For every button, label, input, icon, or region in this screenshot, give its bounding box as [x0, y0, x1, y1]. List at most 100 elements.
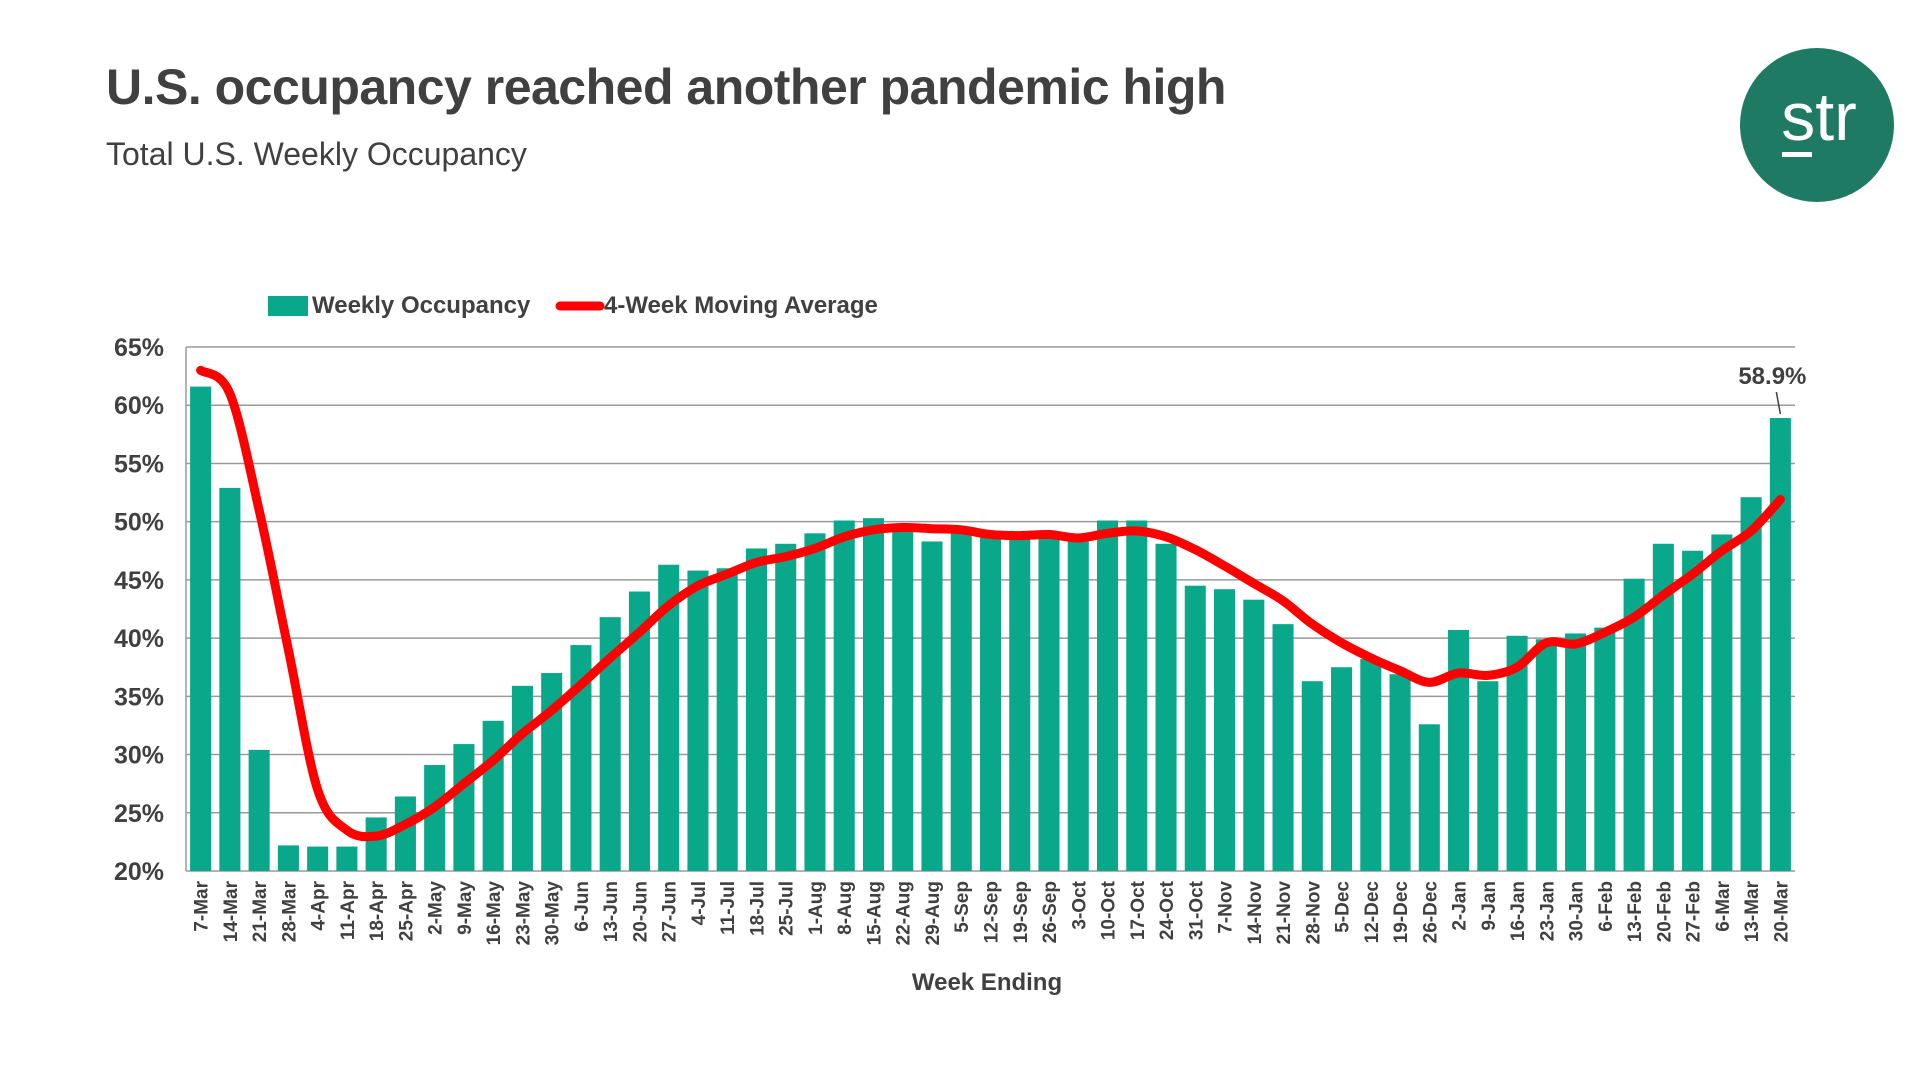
bar	[190, 386, 212, 871]
bar	[599, 617, 621, 871]
svg-text:str: str	[1781, 79, 1857, 155]
x-tick-label: 6-Feb	[1596, 881, 1617, 932]
bar	[453, 744, 475, 871]
x-tick-label: 23-Jan	[1537, 881, 1558, 941]
chart-legend: Weekly Occupancy 4-Week Moving Average	[268, 292, 878, 319]
annotations: 58.9%	[1738, 363, 1806, 415]
x-tick-label: 16-Jan	[1508, 881, 1529, 941]
x-tick-label: 9-May	[455, 881, 476, 935]
bar	[1360, 659, 1382, 871]
bar	[1067, 539, 1089, 871]
x-tick-label: 18-Apr	[367, 880, 388, 941]
bar	[1740, 497, 1762, 871]
x-tick-label: 25-Jul	[777, 881, 798, 936]
x-tick-label: 13-Jun	[601, 881, 622, 942]
legend-label-average: 4-Week Moving Average	[604, 292, 878, 319]
bar	[892, 527, 914, 871]
x-tick-label: 2-May	[426, 881, 447, 935]
x-tick-label: 6-Mar	[1713, 880, 1734, 931]
x-tick-label: 21-Nov	[1274, 881, 1295, 945]
x-tick-label: 16-May	[484, 881, 505, 946]
bar	[482, 720, 504, 871]
x-tick-label: 7-Nov	[1216, 881, 1237, 934]
x-tick-label: 3-Oct	[1069, 880, 1090, 929]
bar	[1126, 520, 1148, 871]
x-tick-label: 4-Apr	[309, 880, 330, 930]
bar	[307, 846, 329, 871]
bar	[1565, 633, 1587, 871]
x-tick-label: 27-Jun	[660, 881, 681, 942]
bar	[1214, 589, 1236, 871]
bar	[745, 548, 767, 871]
bar	[921, 541, 943, 871]
bar	[716, 568, 738, 871]
bar	[1272, 624, 1294, 871]
x-tick-label: 12-Dec	[1362, 881, 1383, 944]
bar	[1184, 585, 1206, 871]
x-axis-ticks: 7-Mar 14-Mar 21-Mar 28-Mar 4-Apr 11-Apr 18-Apr…	[192, 880, 1793, 945]
bar	[1155, 543, 1177, 871]
y-tick-label: 45%	[114, 567, 164, 595]
y-tick-label: 20%	[114, 858, 164, 886]
x-axis-title: Week Ending	[912, 969, 1062, 996]
x-tick-label: 6-Jun	[572, 881, 593, 932]
bar	[1711, 534, 1733, 871]
y-axis-ticks: 20% 25% 30% 35% 40% 45% 50% 55% 60% 65%	[114, 334, 164, 886]
x-tick-label: 20-Feb	[1654, 881, 1675, 942]
bar	[1096, 520, 1119, 871]
y-tick-label: 30%	[114, 742, 164, 770]
bar	[511, 685, 533, 871]
x-tick-label: 11-Apr	[338, 880, 359, 940]
page-title: U.S. occupancy reached another pandemic …	[106, 59, 1226, 115]
bar	[365, 817, 387, 871]
data-label: 58.9%	[1738, 363, 1806, 390]
x-tick-label: 28-Nov	[1303, 881, 1324, 945]
bar	[277, 845, 299, 871]
bar	[1682, 550, 1704, 871]
x-tick-label: 12-Sep	[982, 881, 1003, 943]
x-tick-label: 19-Dec	[1391, 881, 1412, 944]
bar	[979, 535, 1002, 871]
bar	[950, 533, 972, 871]
x-tick-label: 25-Apr	[396, 880, 417, 941]
bar	[1038, 535, 1060, 871]
bar	[248, 749, 270, 871]
bar	[1301, 681, 1323, 871]
bar	[394, 796, 416, 871]
x-tick-label: 5-Sep	[952, 881, 973, 933]
bar	[658, 564, 680, 871]
bar	[541, 673, 563, 871]
y-tick-label: 25%	[114, 800, 164, 828]
y-tick-label: 65%	[114, 334, 164, 362]
bar	[1769, 418, 1791, 871]
bar	[1243, 599, 1265, 871]
bar	[1009, 536, 1031, 871]
bar	[687, 570, 709, 871]
x-tick-label: 23-May	[513, 881, 534, 946]
bar	[336, 846, 358, 871]
x-tick-label: 13-Mar	[1742, 880, 1763, 942]
x-tick-label: 27-Feb	[1684, 881, 1705, 942]
bar	[1623, 578, 1645, 871]
legend-label-weekly: Weekly Occupancy	[312, 292, 531, 319]
moving-average-line	[196, 365, 1785, 842]
x-tick-label: 15-Aug	[864, 881, 885, 945]
bar	[1448, 629, 1470, 871]
y-tick-label: 35%	[114, 683, 164, 711]
x-tick-label: 1-Aug	[806, 881, 827, 935]
bar	[1652, 543, 1674, 871]
x-tick-label: 2-Jan	[1450, 881, 1471, 931]
x-tick-label: 10-Oct	[1099, 880, 1120, 940]
bar	[628, 591, 650, 871]
x-tick-label: 20-Mar	[1771, 880, 1792, 942]
x-tick-label: 24-Oct	[1157, 880, 1178, 940]
annotation-leader	[1775, 391, 1782, 415]
x-tick-label: 22-Aug	[894, 881, 915, 945]
x-tick-label: 9-Jan	[1479, 881, 1500, 931]
bar	[833, 520, 855, 871]
x-tick-label: 29-Aug	[923, 881, 944, 945]
x-tick-label: 20-Jun	[630, 881, 651, 942]
x-tick-label: 30-May	[543, 881, 564, 946]
y-tick-label: 60%	[114, 392, 164, 420]
x-tick-label: 31-Oct	[1186, 880, 1207, 940]
